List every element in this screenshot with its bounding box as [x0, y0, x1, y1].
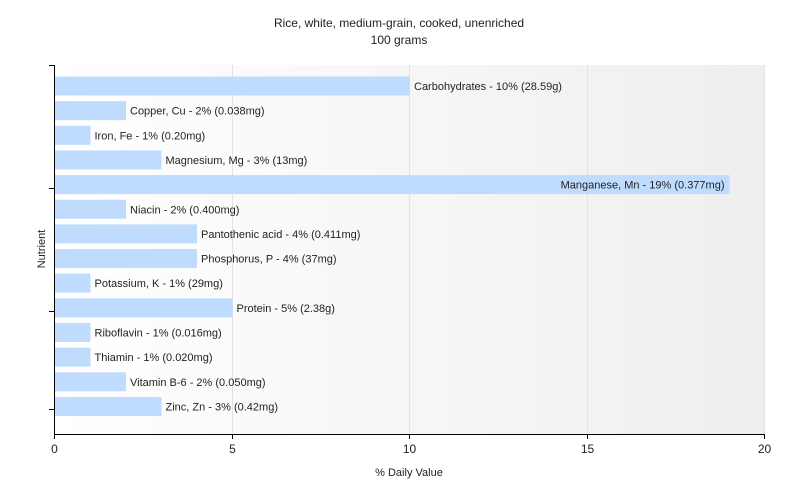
bar: [55, 249, 197, 269]
bar: [55, 101, 126, 121]
bar-data-label: Iron, Fe - 1% (0.20mg): [95, 130, 206, 142]
bar: [55, 175, 730, 195]
gridlines: [232, 65, 765, 434]
x-tick-label: 5: [229, 442, 236, 456]
bar-data-label: Riboflavin - 1% (0.016mg): [95, 328, 222, 340]
bar-data-label: Magnesium, Mg - 3% (13mg): [166, 155, 308, 167]
chart-subtitle: 100 grams: [371, 33, 428, 47]
bar: [55, 372, 126, 392]
x-axis-label: % Daily Value: [375, 467, 443, 479]
bar-data-label: Phosphorus, P - 4% (37mg): [201, 254, 337, 266]
bar: [55, 347, 91, 367]
x-tick-labels: 0 5 10 15 20: [51, 442, 771, 456]
bar-data-label: Manganese, Mn - 19% (0.377mg): [561, 180, 725, 192]
y-axis-label: Nutrient: [36, 230, 48, 269]
bar: [55, 150, 162, 170]
bar-data-label: Copper, Cu - 2% (0.038mg): [130, 106, 265, 118]
bar-data-label: Vitamin B-6 - 2% (0.050mg): [130, 377, 266, 389]
x-tick-label: 15: [581, 442, 595, 456]
bar-data-label: Protein - 5% (2.38g): [237, 303, 335, 315]
bars: [55, 76, 730, 416]
bar-data-label: Pantothenic acid - 4% (0.411mg): [201, 229, 360, 241]
bar: [55, 125, 91, 145]
x-tick-label: 20: [758, 442, 772, 456]
bar-data-label: Thiamin - 1% (0.020mg): [95, 352, 213, 364]
bar: [55, 396, 162, 416]
bar: [55, 199, 126, 219]
bar: [55, 323, 91, 342]
axes: [49, 65, 765, 439]
bar: [55, 76, 410, 96]
bar-data-label: Zinc, Zn - 3% (0.42mg): [166, 401, 278, 413]
x-tick-label: 10: [403, 442, 417, 456]
bar: [55, 298, 233, 318]
bar-data-label: Carbohydrates - 10% (28.59g): [414, 81, 562, 93]
x-tick-label: 0: [51, 442, 58, 456]
bar-data-label: Potassium, K - 1% (29mg): [95, 278, 223, 290]
bar-labels: Carbohydrates - 10% (28.59g) Copper, Cu -…: [95, 81, 725, 413]
chart-title: Rice, white, medium-grain, cooked, unenr…: [274, 16, 524, 30]
bar-data-label: Niacin - 2% (0.400mg): [130, 204, 239, 216]
bar: [55, 224, 197, 244]
bar: [55, 273, 91, 293]
